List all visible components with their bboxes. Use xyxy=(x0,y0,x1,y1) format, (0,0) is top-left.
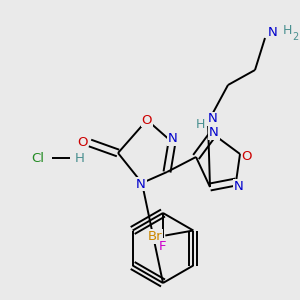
Text: N: N xyxy=(168,133,178,146)
Text: H: H xyxy=(282,25,292,38)
Text: N: N xyxy=(209,127,219,140)
Text: H: H xyxy=(195,118,205,130)
Text: O: O xyxy=(242,149,252,163)
Text: O: O xyxy=(142,113,152,127)
Text: Cl: Cl xyxy=(32,152,44,164)
Text: N: N xyxy=(208,112,218,125)
Text: N: N xyxy=(234,179,244,193)
Text: Br: Br xyxy=(148,230,163,243)
Text: 2: 2 xyxy=(292,32,298,42)
Text: F: F xyxy=(159,239,167,253)
Text: N: N xyxy=(136,178,146,190)
Text: H: H xyxy=(75,152,85,164)
Text: O: O xyxy=(77,136,87,149)
Text: N: N xyxy=(268,26,278,40)
